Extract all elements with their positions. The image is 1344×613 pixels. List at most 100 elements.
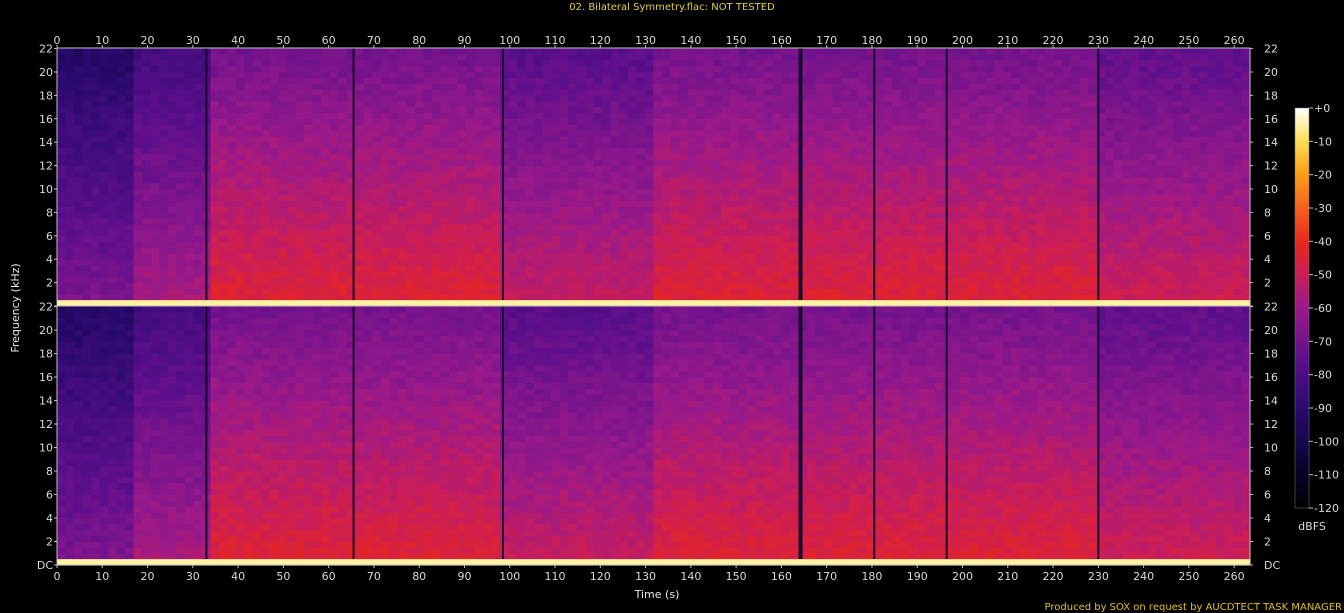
spectrogram-cell bbox=[474, 182, 484, 190]
spectrogram-cell bbox=[500, 165, 510, 172]
spectrogram-cell bbox=[414, 212, 425, 219]
spectrogram-cell bbox=[448, 159, 459, 166]
spectrogram-cell bbox=[491, 200, 501, 207]
spectrogram-cell bbox=[74, 147, 84, 155]
spectrogram-cell bbox=[806, 153, 817, 161]
spectrogram-cell bbox=[653, 53, 663, 61]
spectrogram-cell bbox=[875, 59, 885, 67]
spectrogram-cell bbox=[125, 135, 135, 143]
spectrogram-cell bbox=[619, 124, 629, 131]
spectrogram-cell bbox=[943, 276, 953, 284]
spectrogram-cell bbox=[619, 59, 629, 67]
spectrogram-cell bbox=[278, 259, 288, 266]
spectrogram-cell bbox=[414, 118, 425, 125]
spectrogram-cell bbox=[704, 177, 714, 184]
spectrogram-cell bbox=[227, 65, 237, 73]
spectrogram-cell bbox=[696, 270, 706, 278]
spectrogram-cell bbox=[926, 212, 936, 219]
spectrogram-cell bbox=[372, 288, 382, 295]
spectrogram-cell bbox=[559, 177, 569, 184]
spectrogram-cell bbox=[244, 118, 254, 125]
spectrogram-cell bbox=[346, 188, 356, 196]
spectrogram-cell bbox=[125, 182, 135, 190]
spectrogram-cell bbox=[806, 130, 817, 137]
spectrogram-cell bbox=[934, 159, 944, 166]
spectrogram-cell bbox=[968, 223, 978, 231]
spectrogram-cell bbox=[960, 94, 970, 102]
spectrogram-cell bbox=[218, 294, 229, 301]
spectrogram-cell bbox=[440, 112, 450, 119]
spectrogram-cell bbox=[406, 130, 416, 137]
spectrogram-cell bbox=[474, 124, 484, 131]
spectrogram-cell bbox=[278, 247, 288, 254]
spectrogram-cell bbox=[321, 235, 331, 243]
spectrogram-cell bbox=[644, 112, 655, 119]
spectrogram-cell bbox=[815, 241, 825, 248]
spectrogram-cell bbox=[849, 124, 859, 131]
spectrogram-cell bbox=[372, 235, 382, 243]
spectrogram-cell bbox=[74, 182, 84, 190]
spectrogram-cell bbox=[193, 112, 203, 119]
spectrogram-cell bbox=[576, 294, 586, 301]
spectrogram-cell bbox=[176, 212, 186, 219]
spectrogram-cell bbox=[57, 241, 67, 248]
spectrogram-cell bbox=[244, 177, 254, 184]
spectrogram-cell bbox=[875, 235, 885, 243]
spectrogram-cell bbox=[65, 223, 75, 231]
spectrogram-cell bbox=[448, 59, 459, 67]
spectrogram-cell bbox=[329, 276, 339, 284]
spectrogram-cell bbox=[568, 247, 578, 254]
spectrogram-cell bbox=[525, 159, 535, 166]
spectrogram-cell bbox=[338, 124, 348, 131]
spectrogram-cell bbox=[798, 124, 808, 131]
spectrogram-cell bbox=[602, 247, 612, 254]
spectrogram-cell bbox=[627, 270, 638, 278]
spectrogram-cell bbox=[244, 171, 254, 178]
spectrogram-cell bbox=[1002, 188, 1012, 196]
spectrogram-cell bbox=[389, 118, 399, 125]
spectrogram-cell bbox=[968, 200, 978, 207]
spectrogram-cell bbox=[866, 106, 876, 114]
spectrogram-cell bbox=[235, 212, 246, 219]
spectrogram-cell bbox=[1002, 223, 1012, 231]
spectrogram-cell bbox=[91, 159, 101, 166]
spectrogram-cell bbox=[585, 218, 595, 225]
spectrogram-cell bbox=[252, 94, 263, 102]
spectrogram-cell bbox=[679, 288, 689, 295]
spectrogram-cell bbox=[772, 130, 782, 137]
spectrogram-cell bbox=[448, 276, 459, 284]
spectrogram-cell bbox=[210, 94, 220, 102]
spectrogram-cell bbox=[806, 282, 817, 290]
spectrogram-cell bbox=[457, 77, 467, 84]
spectrogram-cell bbox=[525, 65, 535, 73]
spectrogram-cell bbox=[278, 206, 288, 213]
spectrogram-cell bbox=[235, 135, 246, 143]
spectrogram-cell bbox=[278, 65, 288, 73]
spectrogram-cell bbox=[142, 282, 152, 290]
spectrogram-cell bbox=[832, 171, 842, 178]
spectrogram-cell bbox=[295, 59, 305, 67]
spectrogram-cell bbox=[287, 106, 297, 114]
spectrogram-cell bbox=[133, 65, 143, 73]
spectrogram-cell bbox=[218, 53, 229, 61]
spectrogram-cell bbox=[466, 229, 476, 237]
spectrogram-cell bbox=[662, 276, 672, 284]
spectrogram-cell bbox=[457, 253, 467, 260]
spectrogram-cell bbox=[832, 130, 842, 137]
spectrogram-cell bbox=[270, 182, 280, 190]
spectrogram-cell bbox=[951, 270, 961, 278]
spectrogram-cell bbox=[483, 130, 493, 137]
spectrogram-cell bbox=[875, 218, 885, 225]
spectrogram-cell bbox=[159, 65, 169, 73]
spectrogram-cell bbox=[815, 200, 825, 207]
spectrogram-cell bbox=[474, 141, 484, 149]
spectrogram-cell bbox=[644, 71, 655, 78]
spectrogram-cell bbox=[270, 223, 280, 231]
spectrogram-cell bbox=[414, 71, 425, 78]
spectrogram-cell bbox=[1019, 259, 1030, 266]
spectrogram-cell bbox=[1011, 135, 1021, 143]
spectrogram-cell bbox=[798, 188, 808, 196]
spectrogram-cell bbox=[184, 200, 194, 207]
spectrogram-cell bbox=[252, 165, 263, 172]
spectrogram-cell bbox=[679, 53, 689, 61]
